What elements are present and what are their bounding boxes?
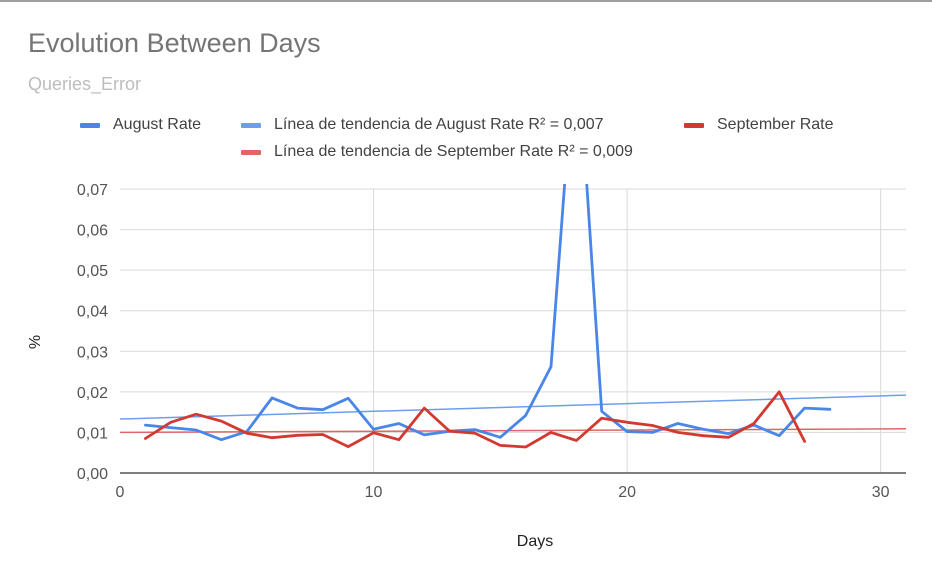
legend: August Rate Línea de tendencia de August… xyxy=(0,0,932,170)
y-tick-label: 0,01 xyxy=(77,425,108,442)
legend-swatch-august xyxy=(80,122,100,128)
y-tick-label: 0,00 xyxy=(77,466,108,483)
legend-label-september-trend: Línea de tendencia de September Rate R² … xyxy=(274,143,633,160)
x-tick-label: 10 xyxy=(365,484,383,501)
x-tick-label: 20 xyxy=(618,484,636,501)
x-tick-label: 0 xyxy=(116,484,125,501)
y-tick-label: 0,04 xyxy=(77,304,108,321)
tick-labels: 0,00 0,01 0,02 0,03 0,04 0,05 0,06 0,07 0 10 20 30 xyxy=(77,182,890,501)
y-tick-label: 0,07 xyxy=(77,182,108,199)
legend-swatch-august-trend xyxy=(241,122,261,128)
chart-title: Evolution Between Days xyxy=(28,28,321,58)
series-line-september xyxy=(144,390,806,449)
legend-item-august[interactable]: August Rate xyxy=(80,116,201,134)
legend-label-september: September Rate xyxy=(717,116,834,133)
y-tick-label: 0,06 xyxy=(77,223,108,240)
legend-label-august: August Rate xyxy=(113,116,202,133)
chart-subtitle: Queries_Error xyxy=(28,74,142,94)
legend-item-september[interactable]: September Rate xyxy=(684,116,834,134)
legend-item-august-trend[interactable]: Línea de tendencia de August Rate R² = 0… xyxy=(241,116,604,134)
series-line-august xyxy=(144,184,832,442)
y-axis-title: % xyxy=(27,335,44,349)
series-lines xyxy=(144,184,832,449)
trendline-september xyxy=(120,428,906,434)
legend-swatch-september-trend xyxy=(241,149,261,155)
x-axis-title: Days xyxy=(517,533,553,550)
y-tick-label: 0,03 xyxy=(77,344,108,361)
legend-swatch-september xyxy=(684,122,704,128)
x-tick-label: 30 xyxy=(872,484,890,501)
legend-item-september-trend[interactable]: Línea de tendencia de September Rate R² … xyxy=(241,143,633,161)
legend-label-august-trend: Línea de tendencia de August Rate R² = 0… xyxy=(274,116,604,133)
y-tick-label: 0,02 xyxy=(77,385,108,402)
y-tick-label: 0,05 xyxy=(77,263,108,280)
